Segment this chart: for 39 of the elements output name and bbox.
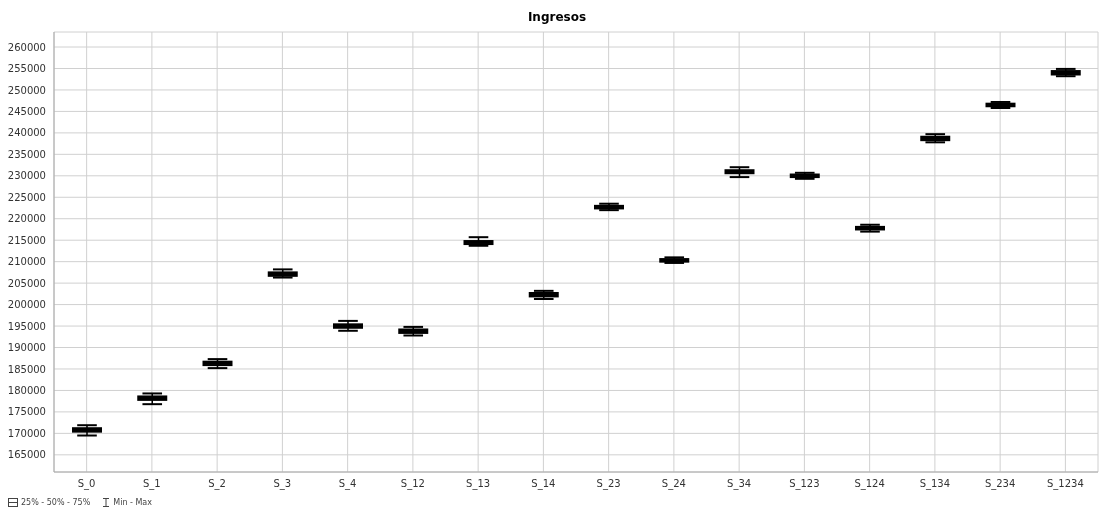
y-tick-label: 255000 xyxy=(7,63,46,75)
x-tick-label: S_4 xyxy=(338,478,357,491)
y-tick-label: 200000 xyxy=(7,299,46,311)
text: Min - Max xyxy=(113,498,153,507)
x-tick-label: S_1 xyxy=(143,478,161,491)
y-tick-label: 205000 xyxy=(7,277,46,289)
y-tick-label: 195000 xyxy=(7,320,46,332)
x-tick-label: S_13 xyxy=(466,478,491,491)
x-tick-label: S_0 xyxy=(77,478,96,491)
text: 25% - 50% - 75% xyxy=(21,498,91,507)
x-tick-label: S_23 xyxy=(596,478,621,491)
x-tick-label: S_34 xyxy=(727,478,752,491)
y-tick-label: 180000 xyxy=(7,384,46,396)
x-tick-label: S_124 xyxy=(854,478,885,491)
x-tick-label: S_234 xyxy=(984,478,1016,491)
y-tick-label: 190000 xyxy=(7,342,46,354)
x-tick-label: S_134 xyxy=(919,478,951,491)
x-tick-label: S_1234 xyxy=(1046,478,1084,491)
y-tick-label: 240000 xyxy=(7,127,46,139)
y-tick-label: 260000 xyxy=(7,41,46,53)
y-tick-label: 170000 xyxy=(7,427,46,439)
y-tick-label: 185000 xyxy=(7,363,46,375)
y-tick-label: 215000 xyxy=(7,234,46,246)
y-tick-label: 235000 xyxy=(7,148,46,160)
chart-title: Ingresos xyxy=(526,9,588,26)
y-tick-label: 230000 xyxy=(7,170,46,182)
x-tick-label: S_2 xyxy=(208,478,226,491)
x-tick-label: S_3 xyxy=(273,478,292,491)
y-tick-label: 245000 xyxy=(7,105,46,117)
x-tick-label: S_123 xyxy=(789,478,820,491)
x-tick-label: S_24 xyxy=(661,478,686,491)
y-tick-label: 220000 xyxy=(7,213,46,225)
y-tick-label: 175000 xyxy=(7,406,46,418)
y-tick-label: 165000 xyxy=(7,449,46,461)
x-tick-label: S_12 xyxy=(400,478,425,491)
y-tick-label: 225000 xyxy=(7,191,46,203)
x-tick-label: S_14 xyxy=(531,478,556,491)
y-tick-label: 210000 xyxy=(7,256,46,268)
y-tick-label: 250000 xyxy=(7,84,46,96)
